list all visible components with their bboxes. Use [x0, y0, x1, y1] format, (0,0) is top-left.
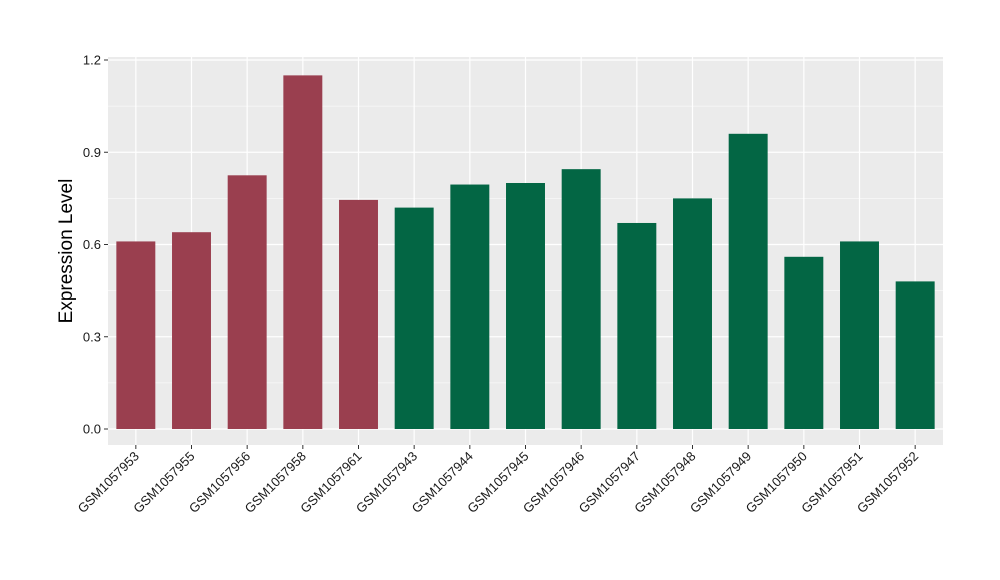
- bar-GSM1057950: [784, 256, 824, 429]
- bar-GSM1057961: [339, 199, 378, 429]
- y-tick-label: 0.0: [83, 422, 101, 437]
- bar-GSM1057951: [840, 241, 879, 429]
- y-tick-label: 0.3: [83, 329, 101, 344]
- bar-GSM1057953: [116, 241, 156, 429]
- y-tick-label: 1.2: [83, 53, 101, 68]
- bar-GSM1057945: [506, 183, 545, 429]
- bar-GSM1057948: [673, 198, 712, 429]
- bar-GSM1057943: [394, 207, 434, 429]
- bar-GSM1057946: [561, 169, 601, 429]
- y-tick-label: 0.9: [83, 145, 101, 160]
- bar-GSM1057952: [895, 281, 935, 429]
- bars-group: [116, 75, 935, 430]
- y-axis-title: Expression Level: [56, 179, 77, 324]
- bar-GSM1057958: [283, 75, 323, 429]
- y-axis: 0.0 0.3 0.6 0.9 1.2: [83, 53, 108, 437]
- bar-GSM1057947: [617, 222, 657, 429]
- bar-GSM1057944: [450, 184, 490, 429]
- bar-GSM1057955: [172, 232, 211, 429]
- bar-GSM1057949: [728, 133, 768, 430]
- x-axis: GSM1057953GSM1057955GSM1057956GSM1057958…: [75, 445, 921, 516]
- y-tick-label: 0.6: [83, 237, 101, 252]
- bar-GSM1057956: [227, 175, 267, 429]
